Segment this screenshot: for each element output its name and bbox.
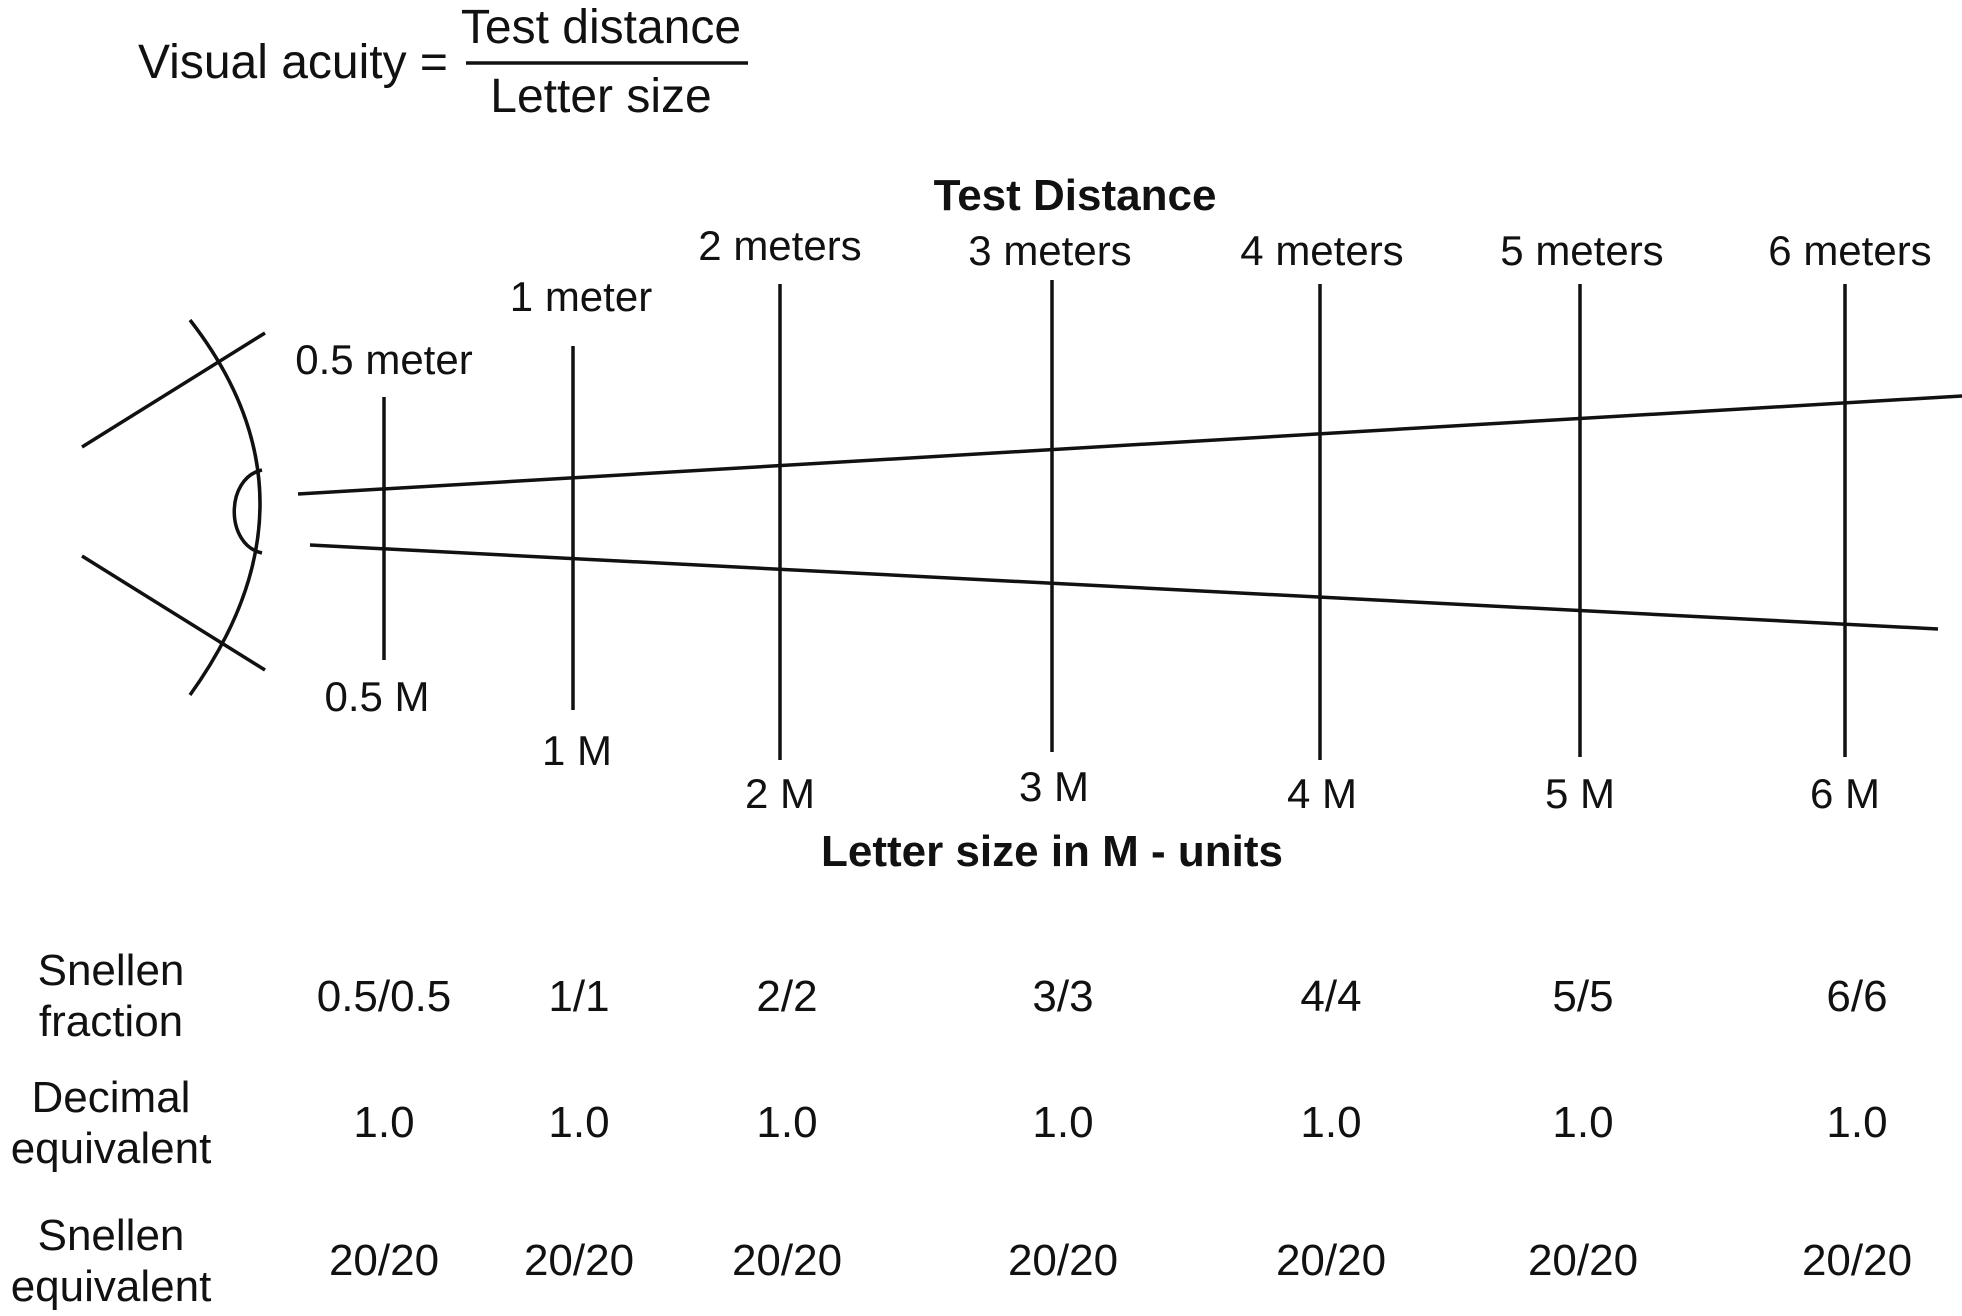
table-cell: 0.5/0.5 <box>317 972 452 1021</box>
distance-label: 6 meters <box>1768 227 1931 274</box>
table-cell: 1.0 <box>1032 1098 1093 1147</box>
table-cell: 20/20 <box>1008 1236 1118 1285</box>
table-cell: 20/20 <box>1802 1236 1912 1285</box>
upper-sight-line <box>297 394 1962 496</box>
eye-upper-lid <box>81 331 266 449</box>
letter-size-label: 6 M <box>1810 770 1880 817</box>
table-cell: 2/2 <box>756 972 817 1021</box>
table-cell: 20/20 <box>524 1236 634 1285</box>
table-cell: 1.0 <box>1826 1098 1887 1147</box>
formula-denominator: Letter size <box>490 70 711 123</box>
acuity-formula: Visual acuity = Test distance Letter siz… <box>138 1 748 123</box>
letter-size-title: Letter size in M - units <box>821 827 1283 876</box>
table-cell: 20/20 <box>1528 1236 1638 1285</box>
table-cell: 20/20 <box>329 1236 439 1285</box>
eye-icon <box>81 318 266 697</box>
distance-label: 2 meters <box>698 222 861 269</box>
table-cell: 3/3 <box>1032 972 1093 1021</box>
marker-7: 6 meters 6 M <box>1768 227 1931 817</box>
letter-size-label: 4 M <box>1287 770 1357 817</box>
row-label: Snellen <box>38 946 185 995</box>
eye-globe-arc <box>188 318 262 697</box>
distance-label: 1 meter <box>510 273 652 320</box>
marker-2: 1 meter 1 M <box>510 273 652 774</box>
distance-label: 3 meters <box>968 227 1131 274</box>
letter-size-label: 1 M <box>542 727 612 774</box>
letter-size-label: 2 M <box>745 770 815 817</box>
table-cell: 20/20 <box>1276 1236 1386 1285</box>
table-cell: 6/6 <box>1826 972 1887 1021</box>
row-label: Decimal <box>32 1073 191 1122</box>
table-cell: 1.0 <box>548 1098 609 1147</box>
formula-numerator: Test distance <box>461 1 741 54</box>
table-cell: 1.0 <box>756 1098 817 1147</box>
distance-markers: 0.5 meter 0.5 M 1 meter 1 M 2 meters 2 M 3 met… <box>295 222 1931 817</box>
letter-size-label: 3 M <box>1019 763 1089 810</box>
marker-4: 3 meters 3 M <box>968 227 1131 810</box>
table-cell: 4/4 <box>1300 972 1361 1021</box>
table-cell: 1/1 <box>548 972 609 1021</box>
letter-size-label: 5 M <box>1545 770 1615 817</box>
row-label: equivalent <box>11 1124 212 1173</box>
eye-lower-lid <box>81 554 266 672</box>
marker-5: 4 meters 4 M <box>1240 227 1403 817</box>
letter-size-label: 0.5 M <box>324 673 429 720</box>
table-cell: 1.0 <box>1300 1098 1361 1147</box>
row-label: Snellen <box>38 1211 185 1260</box>
eye-cornea <box>232 468 263 555</box>
row-label: equivalent <box>11 1262 212 1311</box>
distance-label: 0.5 meter <box>295 336 472 383</box>
lower-sight-line <box>309 543 1939 631</box>
distance-label: 5 meters <box>1500 227 1663 274</box>
formula-lhs: Visual acuity = <box>138 36 448 89</box>
row-label: fraction <box>39 997 183 1046</box>
table-cell: 20/20 <box>732 1236 842 1285</box>
table-cell: 5/5 <box>1552 972 1613 1021</box>
test-distance-title: Test Distance <box>934 171 1217 220</box>
marker-6: 5 meters 5 M <box>1500 227 1663 817</box>
distance-label: 4 meters <box>1240 227 1403 274</box>
marker-3: 2 meters 2 M <box>698 222 861 817</box>
marker-1: 0.5 meter 0.5 M <box>295 336 472 720</box>
table-cell: 1.0 <box>353 1098 414 1147</box>
table-cell: 1.0 <box>1552 1098 1613 1147</box>
